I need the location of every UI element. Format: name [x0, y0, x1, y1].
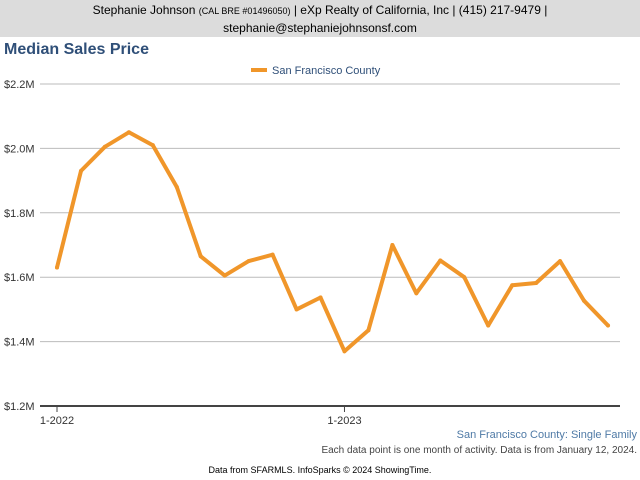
data-point [222, 273, 227, 278]
data-point [438, 258, 443, 263]
data-point [558, 259, 563, 264]
data-point [150, 143, 155, 148]
y-tick-label: $1.2M [4, 401, 35, 413]
data-point [318, 295, 323, 300]
data-point [102, 144, 107, 149]
data-point [342, 349, 347, 354]
data-point [174, 185, 179, 190]
agent-header: Stephanie Johnson (CAL BRE #01496050) | … [0, 0, 640, 37]
x-tick-label: 1-2022 [40, 415, 74, 427]
y-tick-label: $2.2M [4, 79, 35, 91]
data-point [462, 275, 467, 280]
data-point [606, 323, 610, 328]
agent-license: (CAL BRE #01496050) [198, 6, 291, 16]
data-point [78, 168, 83, 173]
data-point [582, 298, 587, 303]
agent-name: Stephanie Johnson [92, 3, 196, 17]
data-point [246, 259, 251, 264]
data-note: Each data point is one month of activity… [321, 445, 637, 456]
data-point [294, 307, 299, 312]
x-tick-label: 1-2023 [327, 415, 361, 427]
legend-label: San Francisco County [272, 65, 381, 77]
data-point [414, 291, 419, 296]
y-tick-label: $1.6M [4, 272, 35, 284]
data-point [198, 254, 203, 259]
y-tick-label: $1.4M [4, 337, 35, 349]
chart-title: Median Sales Price [4, 41, 149, 58]
data-point [390, 243, 395, 247]
agent-company-phone: | eXp Realty of California, Inc | (415) … [293, 3, 548, 17]
data-point [55, 265, 59, 270]
data-point [126, 130, 131, 135]
source-footer: Data from SFARMLS. InfoSparks © 2024 Sho… [208, 465, 432, 475]
data-point [366, 328, 371, 333]
data-point [534, 280, 539, 285]
y-tick-label: $2.0M [4, 143, 35, 155]
data-point [486, 323, 491, 328]
series-line-san-francisco-county [55, 130, 610, 354]
data-point [510, 283, 515, 288]
agent-email: stephanie@stephaniejohnsonsf.com [223, 21, 417, 35]
data-point [270, 252, 275, 257]
agent-header-line-1: Stephanie Johnson (CAL BRE #01496050) | … [0, 2, 640, 20]
y-tick-label: $1.8M [4, 208, 35, 220]
chart-subtitle: San Francisco County: Single Family [456, 429, 637, 441]
